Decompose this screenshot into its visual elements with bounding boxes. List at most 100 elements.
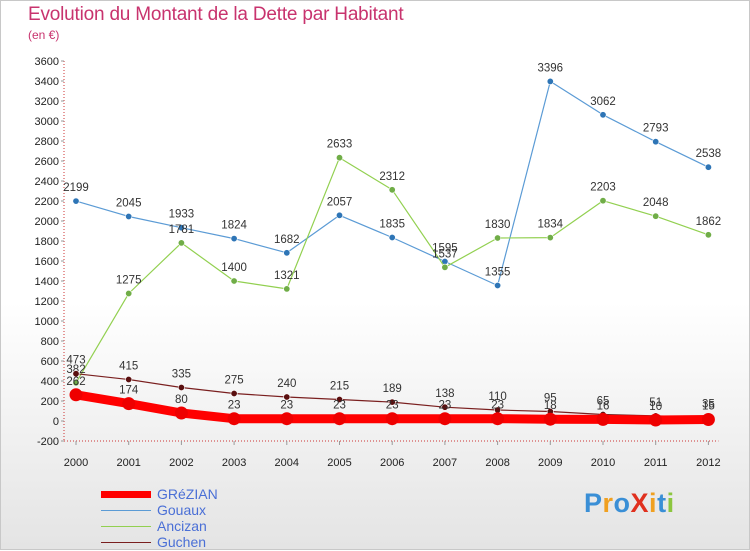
data-label-gouaux: 2057 (327, 196, 353, 208)
data-label-ancizan: 1834 (538, 219, 564, 231)
data-point-gouaux (494, 281, 502, 289)
data-label-ancizan: 1537 (432, 248, 458, 260)
data-point-gouaux (230, 235, 238, 243)
data-label-ancizan: 1321 (274, 270, 300, 282)
data-point-ancizan (72, 379, 80, 387)
x-tick-label: 2007 (433, 457, 457, 469)
data-label-ancizan: 2312 (379, 171, 405, 183)
y-tick-label: 1400 (35, 276, 59, 288)
data-label-ancizan: 2048 (643, 197, 669, 209)
data-label-gouaux: 1595 (432, 243, 458, 255)
legend-item-guchen: Guchen (101, 534, 301, 551)
data-label-guchen: 335 (172, 369, 191, 381)
legend-swatch-grezian (101, 491, 151, 498)
data-point-guchen (283, 393, 291, 401)
data-point-guchen (72, 370, 80, 378)
data-point-grézian (491, 412, 505, 426)
data-point-gouaux (546, 77, 554, 85)
y-tick-label: 0 (53, 416, 59, 428)
data-point-guchen (177, 383, 185, 391)
data-point-grézian (280, 412, 294, 426)
data-point-ancizan (546, 234, 554, 242)
data-label-guchen: 95 (544, 393, 557, 405)
legend-swatch-ancizan (101, 526, 151, 527)
data-label-ancizan: 1862 (696, 216, 722, 228)
data-label-guchen: 275 (225, 375, 244, 387)
x-tick-label: 2005 (327, 457, 351, 469)
y-tick-label: 400 (41, 376, 59, 388)
x-tick-label: 2006 (380, 457, 404, 469)
x-tick-label: 2010 (591, 457, 615, 469)
data-label-ancizan: 382 (66, 364, 85, 376)
data-label-guchen: 240 (277, 378, 296, 390)
data-point-ancizan (230, 277, 238, 285)
x-tick-label: 2003 (222, 457, 246, 469)
data-label-guchen: 415 (119, 361, 138, 373)
data-point-ancizan (652, 212, 660, 220)
chart-title: Evolution du Montant de la Dette par Hab… (28, 4, 404, 25)
data-label-guchen: 215 (330, 381, 349, 393)
data-point-grézian (701, 413, 715, 426)
x-tick-label: 2009 (538, 457, 562, 469)
data-label-gouaux: 2199 (63, 182, 89, 194)
data-point-gouaux (704, 163, 712, 171)
data-point-guchen (441, 403, 449, 411)
y-tick-label: 800 (41, 336, 59, 348)
data-label-gouaux: 3396 (538, 62, 564, 74)
data-point-ancizan (335, 154, 343, 162)
data-label-grézian: 23 (386, 400, 399, 412)
data-point-grézian (543, 412, 557, 426)
data-label-grézian: 18 (544, 400, 557, 412)
data-label-guchen: 110 (488, 391, 506, 403)
data-label-gouaux: 1933 (169, 209, 195, 221)
y-tick-label: 2400 (35, 176, 59, 188)
y-tick-label: 3200 (35, 96, 59, 108)
data-label-guchen: 65 (597, 396, 610, 408)
data-label-gouaux: 1682 (274, 234, 300, 246)
data-point-ancizan (125, 289, 133, 297)
data-point-ancizan (494, 234, 502, 242)
y-tick-label: 2000 (35, 216, 59, 228)
legend-item-gouaux: Gouaux (101, 502, 301, 519)
y-tick-label: 2600 (35, 156, 59, 168)
data-point-gouaux (125, 213, 133, 221)
data-point-grézian (69, 388, 83, 402)
data-label-guchen: 189 (383, 383, 402, 395)
x-tick-label: 2012 (696, 457, 720, 469)
y-tick-label: 1800 (35, 236, 59, 248)
data-label-ancizan: 2633 (327, 139, 353, 151)
legend-swatch-guchen (101, 542, 151, 543)
data-label-ancizan: 2203 (590, 182, 616, 194)
data-point-grézian (122, 397, 136, 411)
data-point-guchen (230, 389, 238, 397)
data-label-grézian: 16 (597, 400, 610, 412)
data-point-grézian (385, 412, 399, 426)
y-tick-label: 200 (41, 396, 59, 408)
legend-label-guchen: Guchen (157, 534, 207, 550)
data-point-grézian (227, 412, 241, 426)
y-tick-label: 3600 (35, 56, 59, 68)
x-tick-label: 2004 (275, 457, 299, 469)
logo-letter: X (630, 488, 650, 518)
y-tick-label: -200 (37, 436, 59, 448)
data-label-gouaux: 1824 (221, 220, 247, 232)
data-point-ancizan (283, 285, 291, 293)
legend: GRéZIAN Gouaux Ancizan Guchen (101, 486, 301, 551)
legend-label-grezian: GRéZIAN (157, 486, 218, 502)
legend-swatch-gouaux (101, 510, 151, 511)
data-point-guchen (335, 395, 343, 403)
data-label-grézian: 174 (119, 385, 139, 397)
data-label-grézian: 23 (491, 400, 504, 412)
logo-letter: i (666, 488, 675, 518)
y-tick-label: 2800 (35, 136, 59, 148)
data-point-grézian (596, 412, 610, 426)
legend-label-ancizan: Ancizan (157, 518, 207, 534)
legend-item-grezian: GRéZIAN (101, 486, 301, 503)
data-label-guchen: 138 (435, 388, 454, 400)
proxiti-logo: ProXiti (584, 488, 675, 519)
data-point-gouaux (72, 197, 80, 205)
data-point-gouaux (599, 111, 607, 119)
chart-subtitle: (en €) (28, 28, 60, 42)
